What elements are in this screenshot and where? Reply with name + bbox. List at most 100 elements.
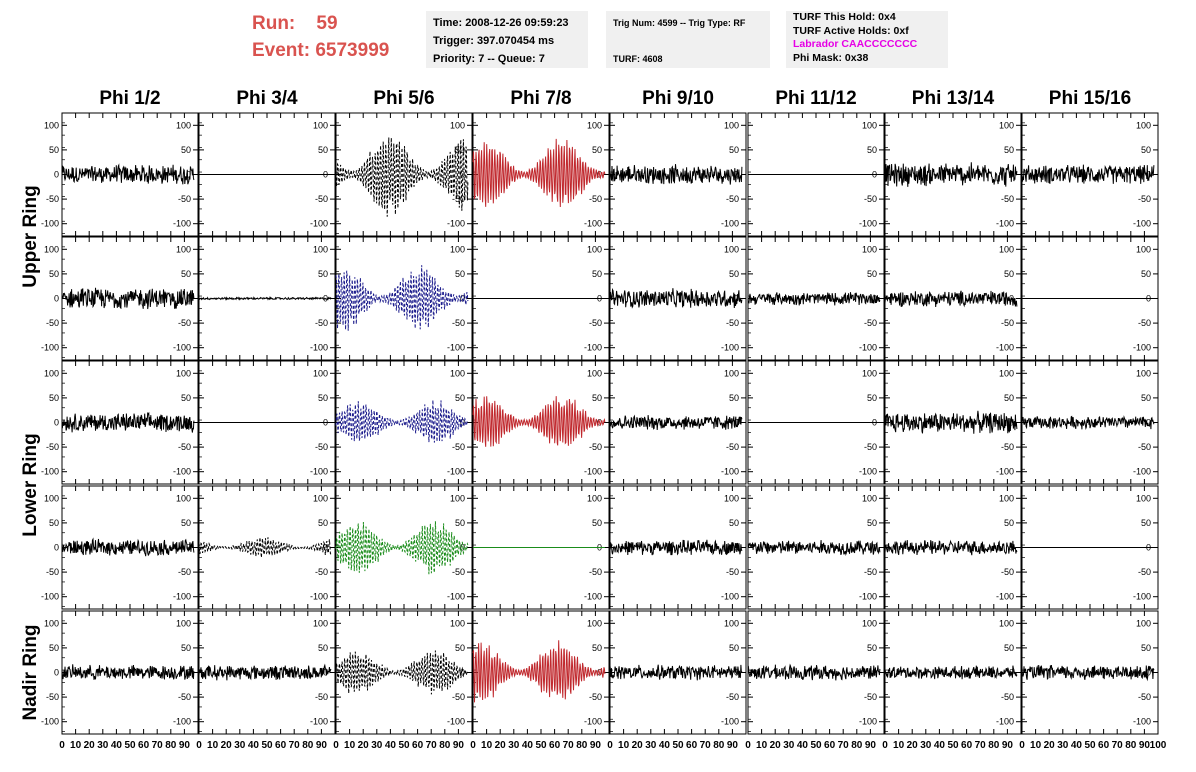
ytick-label-right: 100 — [313, 368, 328, 378]
ytick-label-right: -50 — [726, 692, 739, 702]
xtick-label: 60 — [275, 740, 287, 751]
ytick-label-right: 100 — [862, 120, 877, 130]
xtick-label: 20 — [84, 740, 96, 751]
ytick-label-left: -50 — [46, 567, 59, 577]
ytick-label-right: 100 — [724, 493, 739, 503]
ytick-label-left: 100 — [44, 618, 59, 628]
column-header-3: Phi 5/6 — [373, 88, 434, 109]
ytick-label-right: 50 — [455, 518, 465, 528]
time-text: Time: 2008-12-26 09:59:23 — [433, 17, 569, 29]
trace-r5-c1 — [61, 664, 195, 681]
ytick-label-right: 0 — [734, 294, 739, 304]
column-header-7: Phi 13/14 — [912, 88, 995, 109]
ytick-label-right: -100 — [996, 343, 1014, 353]
ytick-label-right: -50 — [1138, 442, 1151, 452]
ytick-label-left: -100 — [41, 343, 59, 353]
trigger-text: Trigger: 397.070454 ms — [433, 35, 555, 47]
xtick-label: 80 — [988, 740, 1000, 751]
ytick-label-right: -50 — [1001, 442, 1014, 452]
trace-r5-c7 — [884, 665, 1018, 680]
ytick-label-right: 50 — [455, 643, 465, 653]
ring-label-2: Lower Ring — [20, 433, 41, 536]
xtick-label: 20 — [632, 740, 644, 751]
ytick-label-right: -100 — [721, 343, 739, 353]
xtick-label: 90 — [590, 740, 602, 751]
ytick-label-right: -100 — [859, 592, 877, 602]
ytick-label-right: 100 — [313, 493, 328, 503]
ytick-label-right: 100 — [999, 120, 1014, 130]
xtick-label: 40 — [1071, 740, 1083, 751]
xtick-label: 20 — [358, 740, 370, 751]
ytick-label-right: 100 — [1136, 368, 1151, 378]
ytick-label-left: 0 — [54, 294, 59, 304]
ytick-label-right: -50 — [178, 692, 191, 702]
ytick-label-right: -100 — [996, 467, 1014, 477]
ytick-label-right: 50 — [592, 269, 602, 279]
ytick-label-right: -50 — [1138, 692, 1151, 702]
xtick-label: 70 — [152, 740, 164, 751]
xtick-label: 50 — [124, 740, 136, 751]
xtick-label: 40 — [248, 740, 260, 751]
ytick-label-right: -100 — [173, 219, 191, 229]
column-header-1: Phi 1/2 — [99, 88, 160, 109]
ytick-label-right: 100 — [587, 368, 602, 378]
ytick-label-right: -50 — [1001, 194, 1014, 204]
xtick-label: 40 — [659, 740, 671, 751]
ytick-label-right: 50 — [1004, 393, 1014, 403]
trace-r2-c1 — [61, 287, 195, 310]
ytick-label-right: 50 — [1141, 393, 1151, 403]
ytick-label-right: -50 — [452, 194, 465, 204]
ytick-label-left: -100 — [41, 592, 59, 602]
ytick-label-right: 50 — [181, 269, 191, 279]
xtick-label: 30 — [920, 740, 932, 751]
xtick-label: 40 — [797, 740, 809, 751]
ytick-label-right: 50 — [318, 518, 328, 528]
ytick-label-right: -50 — [726, 567, 739, 577]
ytick-label-right: -100 — [447, 717, 465, 727]
trace-r1-c8 — [1021, 164, 1155, 184]
ytick-label-right: -50 — [1001, 318, 1014, 328]
ytick-label-right: 0 — [323, 543, 328, 553]
xtick-label: 80 — [302, 740, 314, 751]
column-header-2: Phi 3/4 — [236, 88, 298, 109]
ytick-label-right: -100 — [1133, 343, 1151, 353]
trace-r3-c4 — [472, 396, 606, 447]
xtick-label: 70 — [700, 740, 712, 751]
ytick-label-right: -100 — [310, 717, 328, 727]
event-value: 6573999 — [315, 40, 390, 61]
ytick-label-right: -50 — [178, 194, 191, 204]
ytick-label-right: 0 — [1146, 418, 1151, 428]
ytick-label-left: 100 — [44, 120, 59, 130]
ytick-label-right: -100 — [1133, 467, 1151, 477]
xtick-label: 50 — [672, 740, 684, 751]
ytick-label-right: 100 — [450, 493, 465, 503]
ytick-label-right: 100 — [176, 120, 191, 130]
ytick-label-right: 100 — [587, 493, 602, 503]
ytick-label-right: 100 — [313, 120, 328, 130]
ytick-label-right: 50 — [592, 393, 602, 403]
ytick-label-right: 100 — [1136, 618, 1151, 628]
xtick-label: 60 — [686, 740, 698, 751]
ytick-label-left: -50 — [46, 194, 59, 204]
trig-info-box: Trig Num: 4599 -- Trig Type: RF TURF: 46… — [606, 11, 770, 68]
panel-frame-r2-c3 — [335, 236, 473, 361]
xtick-label: 0 — [882, 740, 888, 751]
ytick-label-right: 50 — [1004, 269, 1014, 279]
ytick-label-right: 50 — [318, 643, 328, 653]
trace-r2-c5 — [609, 287, 743, 309]
xtick-label: 50 — [398, 740, 410, 751]
xtick-label: 60 — [549, 740, 561, 751]
trace-r1-c5 — [609, 164, 743, 185]
run-row: Run: 59 — [252, 10, 422, 37]
xtick-label: 20 — [1044, 740, 1056, 751]
ytick-label-left: 0 — [54, 418, 59, 428]
ytick-label-right: 100 — [587, 120, 602, 130]
turf-info-box: TURF This Hold: 0x4 TURF Active Holds: 0… — [786, 11, 948, 68]
trace-r2-c6 — [747, 292, 881, 306]
ytick-label-right: 50 — [318, 145, 328, 155]
ytick-label-right: -50 — [864, 567, 877, 577]
ytick-label-right: 50 — [181, 145, 191, 155]
column-header-5: Phi 9/10 — [642, 88, 714, 109]
trace-r3-c7 — [884, 410, 1018, 434]
